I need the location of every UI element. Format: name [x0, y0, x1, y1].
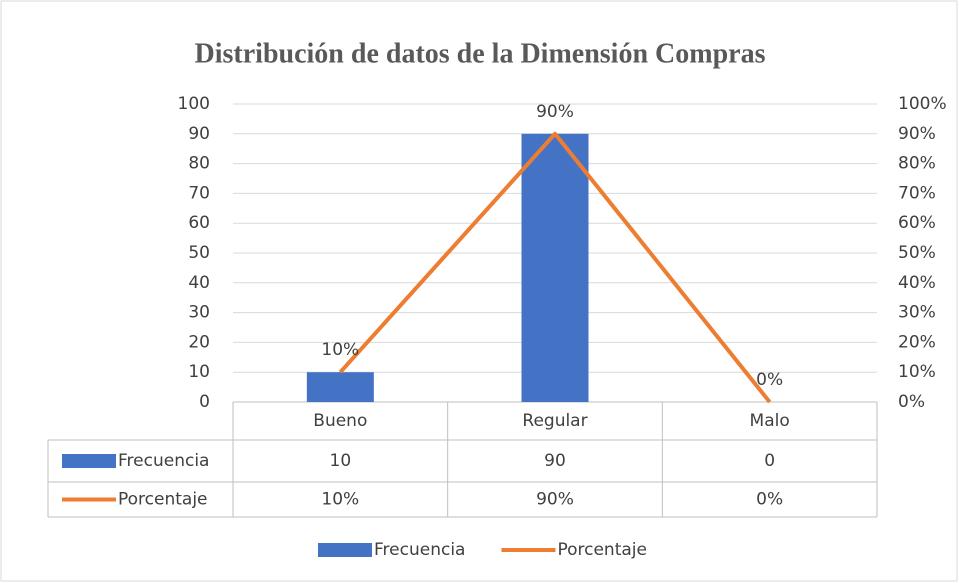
y-tick-label: 70	[188, 183, 210, 203]
table-cell: 0%	[756, 490, 783, 510]
table-cell: 10%	[321, 490, 359, 510]
y2-tick-label: 60%	[898, 213, 936, 233]
x-tick-label: Regular	[522, 411, 587, 431]
table-series-name: Frecuencia	[118, 451, 209, 471]
y-tick-label: 0	[199, 392, 210, 412]
y-tick-label: 100	[178, 94, 210, 114]
data-label: 0%	[756, 370, 783, 390]
y-tick-label: 30	[188, 303, 210, 323]
y2-tick-label: 70%	[898, 183, 936, 203]
y2-tick-label: 90%	[898, 124, 936, 144]
y-tick-label: 50	[188, 243, 210, 263]
y-tick-label: 20	[188, 332, 210, 352]
table-cell: 10	[330, 451, 352, 471]
y2-tick-label: 0%	[898, 392, 925, 412]
legend-label: Frecuencia	[374, 540, 465, 560]
y2-tick-label: 100%	[898, 94, 947, 114]
table-cell: 90	[544, 451, 566, 471]
y-tick-label: 40	[188, 273, 210, 293]
legend-swatch	[318, 543, 372, 557]
table-cell: 90%	[536, 490, 574, 510]
chart-title: Distribución de datos de la Dimensión Co…	[195, 38, 766, 69]
y-tick-label: 80	[188, 154, 210, 174]
y2-tick-label: 80%	[898, 154, 936, 174]
y-tick-label: 60	[188, 213, 210, 233]
data-label: 90%	[536, 102, 574, 122]
legend-swatch	[62, 454, 116, 468]
y2-tick-label: 30%	[898, 303, 936, 323]
x-tick-label: Malo	[750, 411, 790, 431]
bar	[306, 372, 374, 402]
bar	[521, 133, 589, 403]
y2-tick-label: 10%	[898, 362, 936, 382]
y2-tick-label: 50%	[898, 243, 936, 263]
data-label: 10%	[321, 340, 359, 360]
table-series-name: Porcentaje	[118, 490, 208, 510]
legend-label: Porcentaje	[557, 540, 647, 560]
y2-tick-label: 40%	[898, 273, 936, 293]
line	[338, 131, 772, 404]
y-tick-label: 10	[188, 362, 210, 382]
y2-tick-label: 20%	[898, 332, 936, 352]
y-tick-label: 90	[188, 124, 210, 144]
x-tick-label: Bueno	[313, 411, 367, 431]
table-cell: 0	[764, 451, 775, 471]
